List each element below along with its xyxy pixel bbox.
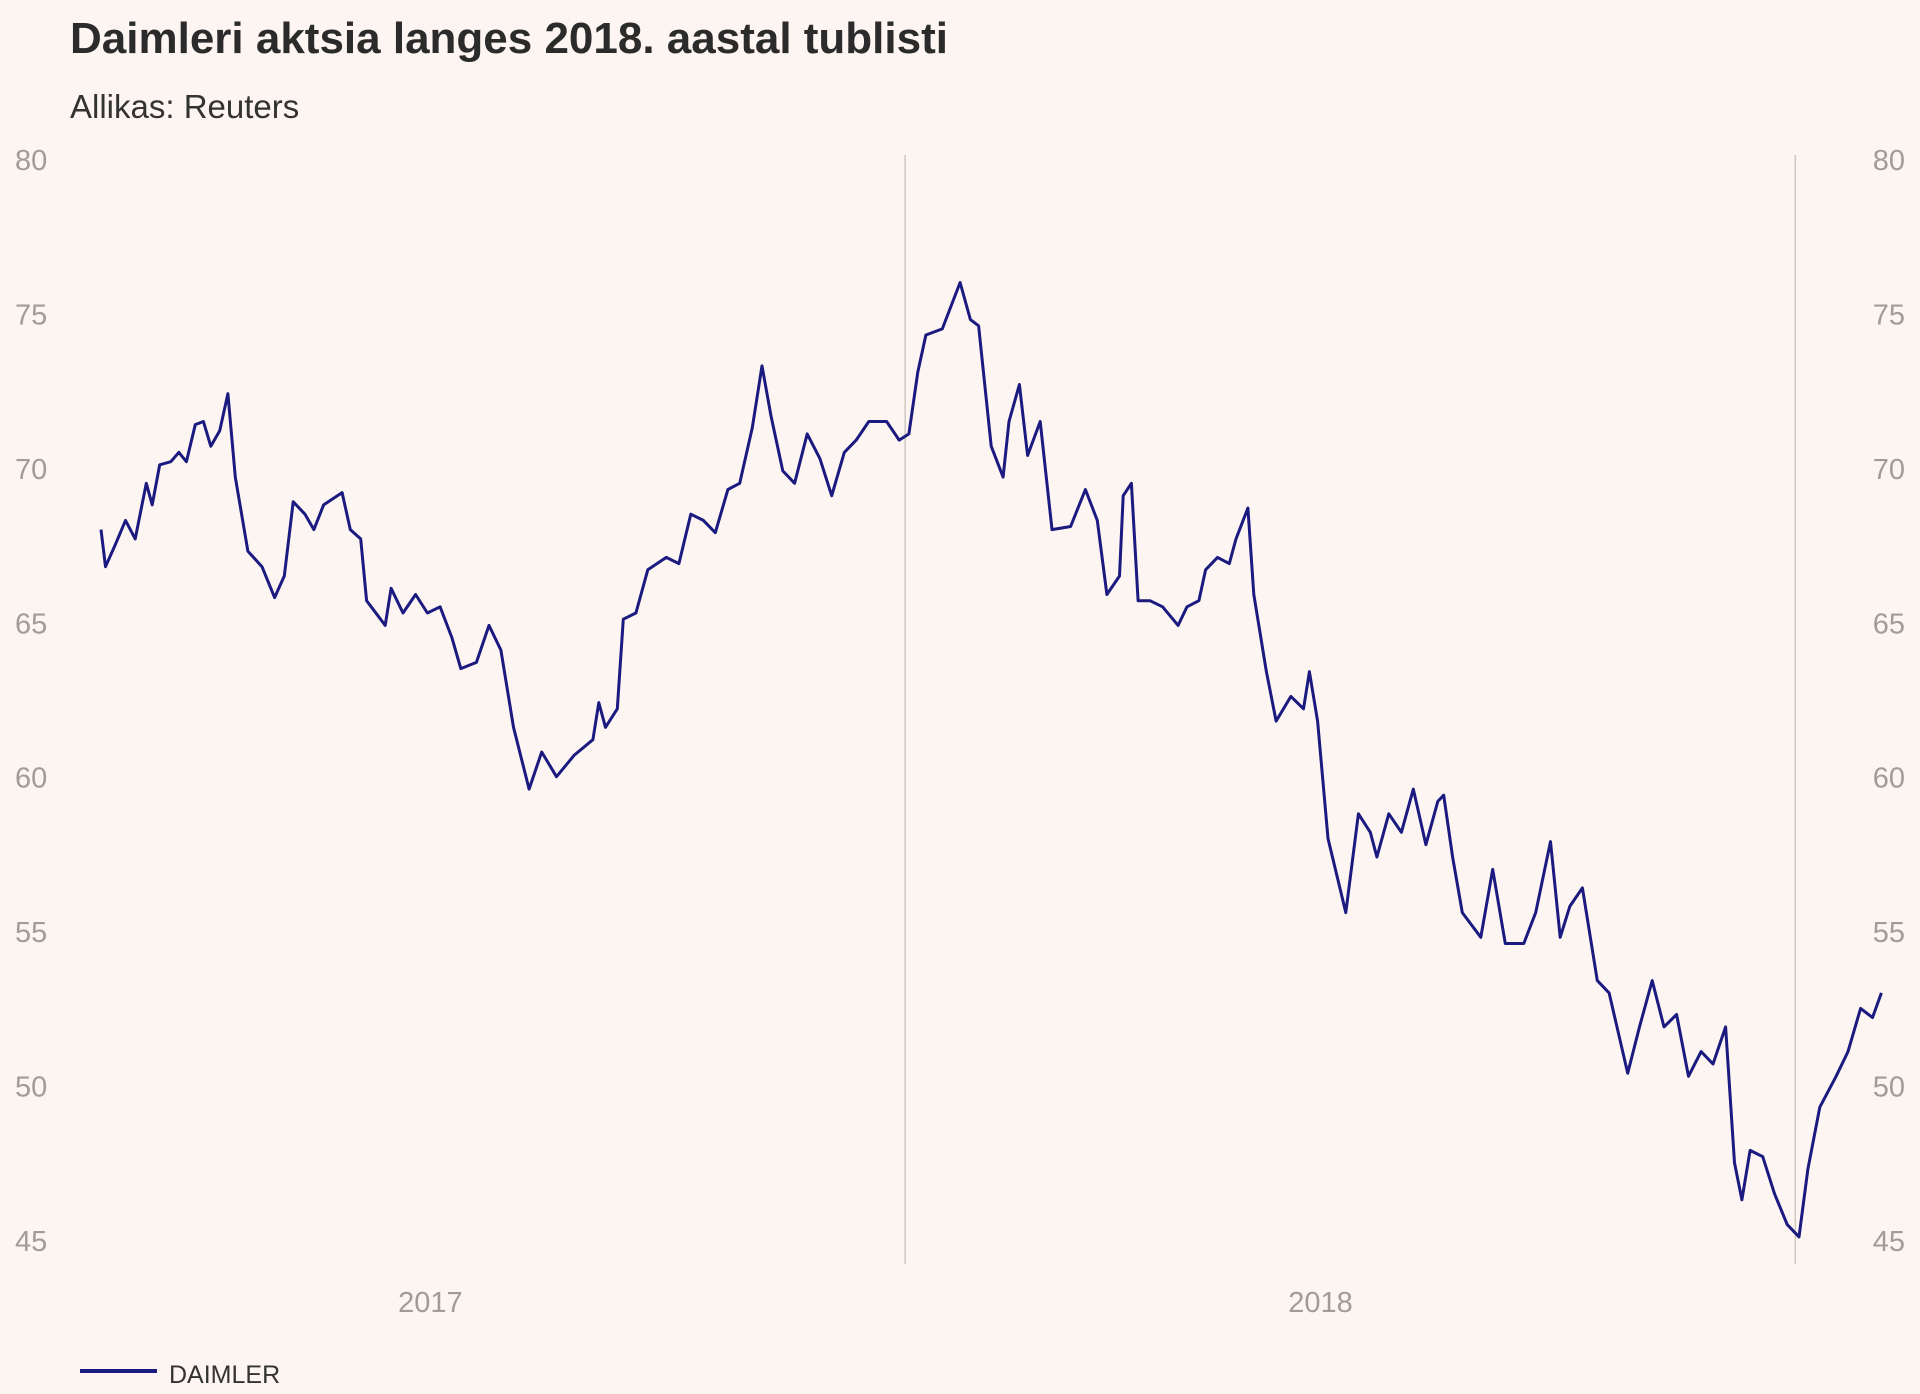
y-tick-label-left: 70 bbox=[15, 454, 47, 486]
y-tick-label-right: 75 bbox=[1873, 299, 1905, 331]
year-dividers bbox=[904, 155, 1797, 1264]
y-tick-label-left: 75 bbox=[15, 299, 47, 331]
y-tick-label-right: 45 bbox=[1873, 1226, 1905, 1258]
y-tick-label-left: 65 bbox=[15, 608, 47, 640]
y-tick-label-left: 55 bbox=[15, 917, 47, 949]
chart-subtitle: Allikas: Reuters bbox=[70, 88, 300, 125]
y-tick-label-left: 80 bbox=[15, 145, 47, 177]
y-tick-label-right: 55 bbox=[1873, 917, 1905, 949]
series-line-daimler bbox=[99, 281, 1883, 1239]
y-tick-label-left: 60 bbox=[15, 763, 47, 795]
y-tick-label-right: 60 bbox=[1873, 763, 1905, 795]
legend-label-daimler: DAIMLER bbox=[169, 1361, 280, 1389]
chart-title: Daimleri aktsia langes 2018. aastal tubl… bbox=[70, 14, 948, 63]
y-tick-label-right: 70 bbox=[1873, 454, 1905, 486]
y-axis-left: 80 75 70 65 60 55 50 45 bbox=[15, 145, 47, 1258]
x-axis: 2017 2018 bbox=[398, 1287, 1353, 1319]
y-tick-label-right: 65 bbox=[1873, 608, 1905, 640]
y-tick-label-left: 50 bbox=[15, 1072, 47, 1104]
y-tick-label-right: 50 bbox=[1873, 1072, 1905, 1104]
x-tick-label: 2017 bbox=[398, 1287, 463, 1319]
y-axis-right: 80 75 70 65 60 55 50 45 bbox=[1873, 145, 1905, 1258]
y-tick-label-right: 80 bbox=[1873, 145, 1905, 177]
legend: DAIMLER bbox=[80, 1361, 280, 1389]
series-layer bbox=[99, 281, 1883, 1239]
x-tick-label: 2018 bbox=[1288, 1287, 1353, 1319]
y-tick-label-left: 45 bbox=[15, 1226, 47, 1258]
